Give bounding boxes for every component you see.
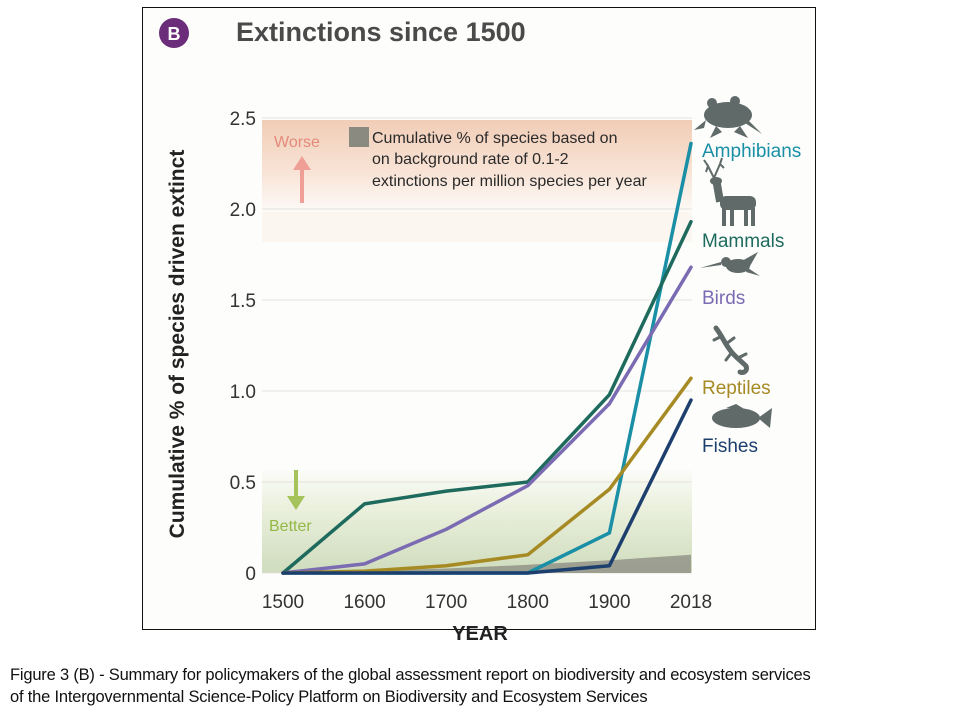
y-tick-label: 0 <box>245 564 256 585</box>
worse-zone-fade <box>262 212 692 242</box>
background-rate-label-line3: extinctions per million species per year <box>372 173 647 190</box>
panel-label-badge <box>159 18 189 48</box>
deer-icon <box>703 157 756 226</box>
series-label-fishes: Fishes <box>702 436 758 457</box>
extinctions-chart: B Extinctions since 1500 Cumulative % of… <box>159 17 801 640</box>
bird-icon <box>700 252 760 276</box>
worse-zone <box>262 120 692 212</box>
x-axis-label: YEAR <box>452 623 508 640</box>
caption-line-1: Figure 3 (B) - Summary for policymakers … <box>10 666 811 684</box>
worse-arrow-icon <box>293 156 311 203</box>
series-line-mammals <box>281 219 693 575</box>
x-tick-label: 1800 <box>507 592 549 613</box>
y-axis-label: Cumulative % of species driven extinct <box>166 150 189 539</box>
x-tick-label: 1500 <box>262 592 304 613</box>
y-tick-label: 2.0 <box>230 200 256 221</box>
lizard-icon <box>712 325 749 375</box>
y-tick-label: 0.5 <box>230 473 256 494</box>
better-label: Better <box>269 518 312 535</box>
series-label-reptiles: Reptiles <box>702 378 771 399</box>
y-tick-label: 1.0 <box>230 382 256 403</box>
fish-icon <box>712 404 772 428</box>
better-zone <box>262 470 692 573</box>
better-arrow-icon <box>287 470 305 510</box>
series-label-mammals: Mammals <box>702 231 784 252</box>
background-rate-swatch <box>349 127 369 147</box>
panel-label: B <box>168 24 181 44</box>
series-line-fishes <box>281 398 693 575</box>
frog-icon <box>694 96 762 138</box>
background-rate-label-line1: Cumulative % of species based on <box>372 130 617 147</box>
series-label-birds: Birds <box>702 288 745 309</box>
worse-label: Worse <box>274 134 320 151</box>
y-tick-label: 2.5 <box>230 109 256 130</box>
caption-line-2: of the Intergovernmental Science-Policy … <box>10 688 648 706</box>
x-tick-label: 1600 <box>343 592 385 613</box>
x-tick-label: 2018 <box>670 592 712 613</box>
series-line-birds <box>281 265 693 575</box>
x-tick-label: 1900 <box>588 592 630 613</box>
y-tick-label: 1.5 <box>230 291 256 312</box>
x-tick-label: 1700 <box>425 592 467 613</box>
background-rate-label-line2: on background rate of 0.1-2 <box>372 151 569 168</box>
figure-caption: Figure 3 (B) - Summary for policymakers … <box>10 664 955 708</box>
chart-title: Extinctions since 1500 <box>236 17 526 47</box>
series-label-amphibians: Amphibians <box>702 141 801 162</box>
